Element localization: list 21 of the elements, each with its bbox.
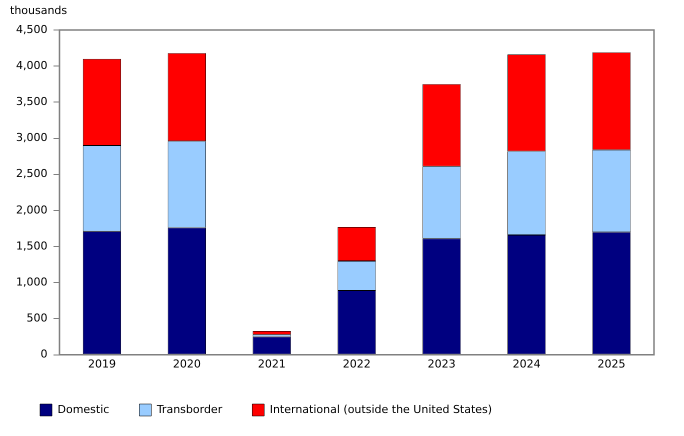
y-tick-label: 3,500 xyxy=(16,95,48,108)
x-tick-label: 2024 xyxy=(512,357,541,370)
x-tick-label: 2021 xyxy=(258,357,286,370)
x-tick-label: 2020 xyxy=(172,357,201,370)
y-tick-label: 1,000 xyxy=(16,275,48,288)
y-tick-label: 2,500 xyxy=(16,167,48,180)
x-tick-label: 2023 xyxy=(428,357,456,370)
y-tick-label: 2,000 xyxy=(16,203,48,216)
y-tick-label: 1,500 xyxy=(16,239,48,252)
y-tick-label: 0 xyxy=(40,348,48,361)
legend-label: International (outside the United States) xyxy=(270,402,492,416)
y-tick-label: 3,000 xyxy=(16,131,48,144)
y-tick-label: 4,000 xyxy=(16,58,48,72)
y-tick-label: 4,500 xyxy=(16,22,48,36)
x-tick-label: 2019 xyxy=(88,357,116,370)
legend-label: Domestic xyxy=(58,402,110,416)
x-tick-label: 2025 xyxy=(598,357,626,370)
y-tick-label: 500 xyxy=(26,312,48,325)
legend-label: Transborder xyxy=(156,402,223,416)
x-tick-label: 2022 xyxy=(342,357,371,370)
y-axis-title: thousands xyxy=(10,4,68,17)
